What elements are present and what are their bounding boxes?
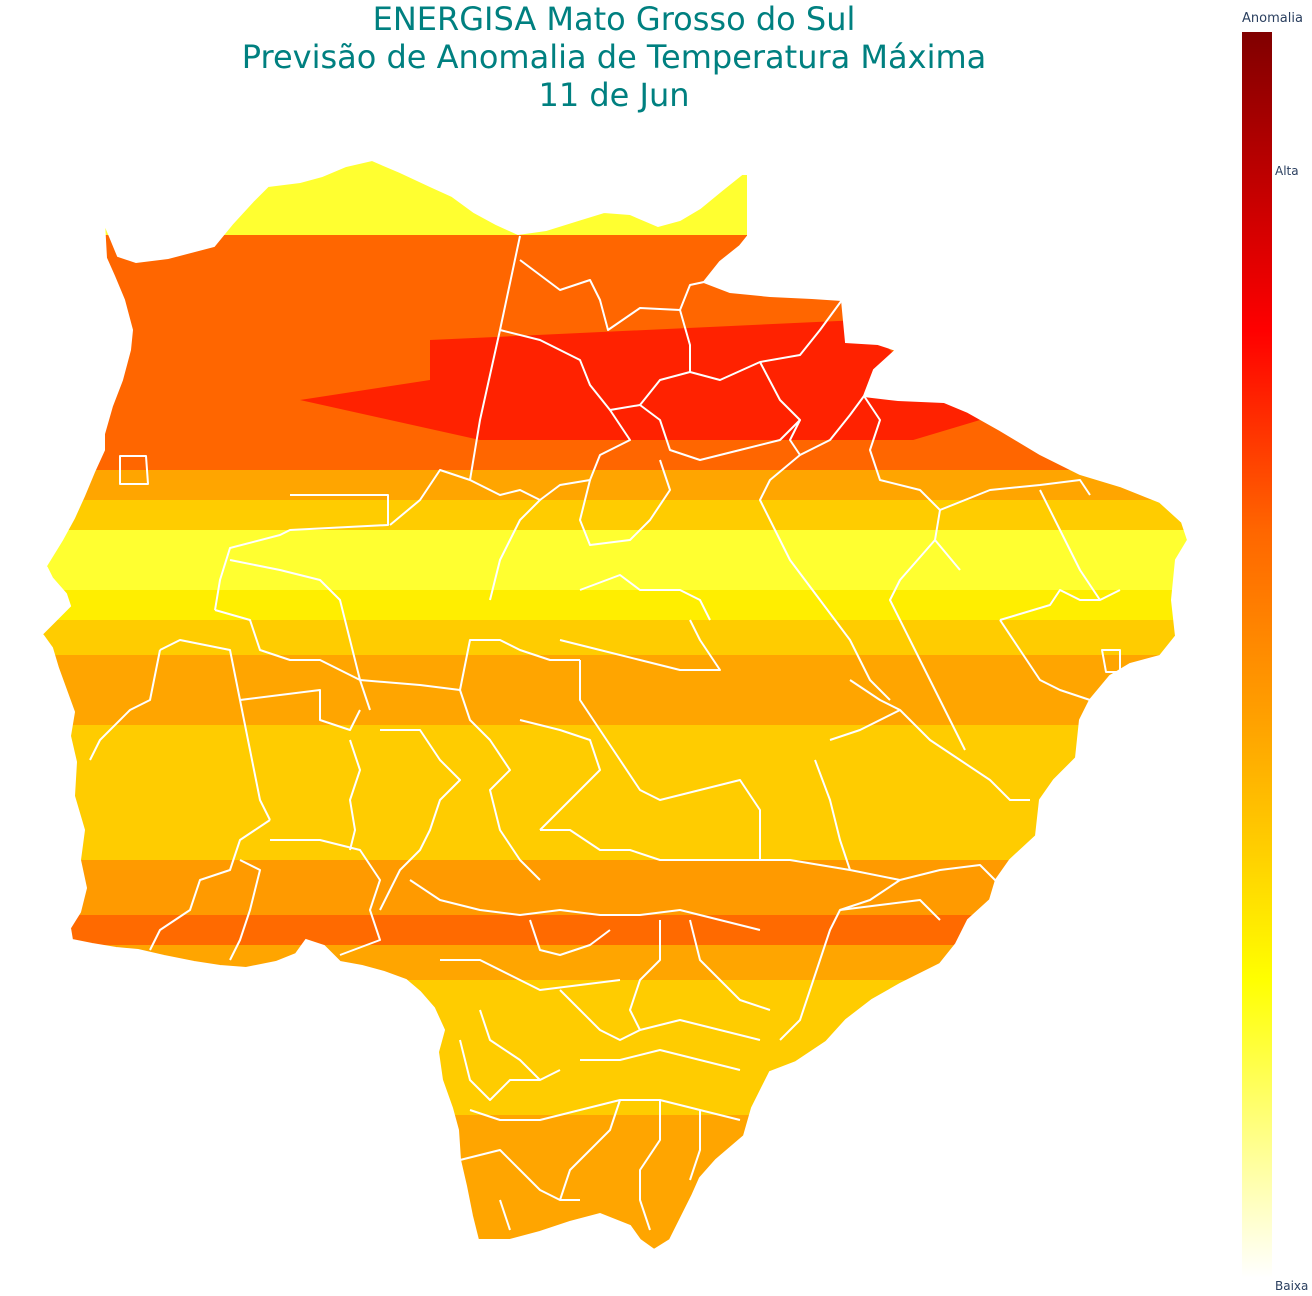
band-10	[42, 655, 1188, 730]
border-center-6	[559, 619, 721, 671]
border-south-2	[529, 919, 611, 956]
border-north-7	[539, 409, 631, 501]
border-north-8	[469, 479, 541, 601]
colorbar-tick-low: Baixa	[1275, 1279, 1309, 1293]
border-mid-2	[579, 459, 671, 546]
anomaly-field	[42, 160, 1188, 1250]
band-15	[42, 980, 1188, 1120]
hot-core	[300, 320, 980, 455]
border-west-7	[229, 859, 261, 961]
border-mid-6	[1039, 489, 1121, 601]
border-mid-8	[999, 619, 1091, 701]
border-center-1	[359, 639, 580, 691]
band-12	[42, 860, 1188, 920]
border-center-11	[814, 759, 851, 871]
band-16	[42, 1115, 1188, 1250]
border-south-8	[459, 1039, 540, 1101]
border-center-2	[349, 739, 361, 851]
border-center-3	[379, 729, 461, 911]
border-mid-1	[214, 494, 389, 611]
border-south-4	[689, 919, 771, 1011]
border-west-8	[270, 839, 381, 956]
border-center-8	[519, 719, 601, 831]
border-south-6	[479, 1009, 561, 1081]
border-center-5	[579, 660, 761, 860]
band-2	[42, 235, 1188, 335]
border-mid-4	[863, 395, 961, 571]
border-west-1	[214, 609, 371, 711]
border-mid-9	[999, 589, 1100, 621]
border-west-6	[149, 819, 271, 951]
band-11	[42, 725, 1188, 865]
border-mid-10	[1101, 649, 1121, 673]
band-13	[42, 915, 1188, 950]
border-south-14	[689, 1110, 701, 1181]
title-line-date: 11 de Jun	[538, 76, 690, 114]
border-south-9	[580, 1049, 741, 1071]
border-north-6	[639, 404, 801, 461]
border-center-12	[899, 709, 1030, 801]
band-14	[42, 945, 1188, 985]
border-east-1	[899, 864, 1001, 886]
border-south-3	[629, 920, 661, 1031]
border-east-2	[779, 879, 901, 1041]
border-south-15	[499, 1199, 511, 1231]
border-south-11	[459, 1149, 580, 1201]
municipality-borders	[89, 235, 1121, 1231]
border-west-5	[239, 689, 361, 731]
border-center-4	[459, 689, 541, 881]
band-1	[42, 160, 1188, 240]
border-west-4	[89, 649, 161, 761]
border-north-5	[759, 361, 865, 456]
border-south-12	[559, 1099, 621, 1201]
border-south-10	[469, 1099, 741, 1121]
border-south-5	[440, 959, 621, 991]
title-line-company: ENERGISA Mato Grosso do Sul	[372, 0, 856, 38]
border-south-7	[559, 989, 761, 1041]
map-title: ENERGISA Mato Grosso do Sul Previsão de …	[0, 0, 1228, 114]
border-south-13	[639, 1100, 661, 1231]
border-north-2	[519, 259, 705, 331]
border-mid-5	[939, 479, 1091, 511]
border-enclave	[119, 455, 149, 485]
colorbar	[1242, 32, 1272, 1278]
choropleth-map	[40, 158, 1190, 1252]
border-east-3	[839, 899, 941, 921]
border-center-9	[540, 829, 901, 881]
colorbar-title: Anomalia	[1242, 11, 1303, 26]
band-7	[42, 530, 1188, 600]
title-line-forecast: Previsão de Anomalia de Temperatura Máxi…	[241, 38, 987, 76]
state-outline	[40, 158, 1190, 1252]
colorbar-tick-high: Alta	[1275, 164, 1299, 178]
border-north-4	[689, 299, 843, 381]
border-north-3	[499, 309, 691, 411]
border-south-1	[409, 879, 761, 931]
border-center-7	[579, 574, 711, 621]
border-mid-7	[889, 539, 966, 751]
border-mid-3	[759, 454, 891, 701]
border-west-2	[229, 559, 361, 681]
